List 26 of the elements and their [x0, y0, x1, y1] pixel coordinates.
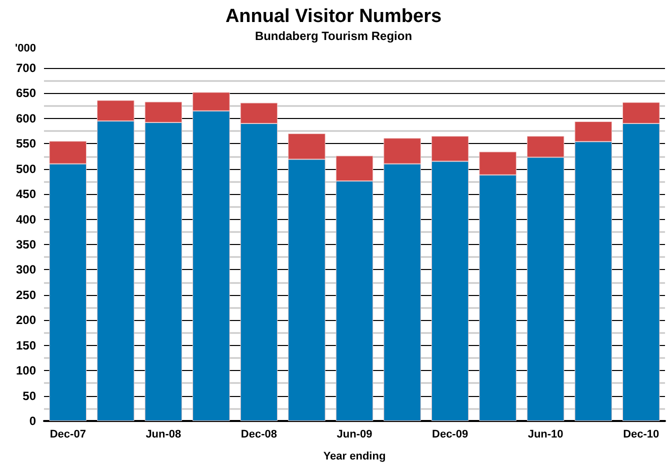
y-tick-label: 500: [16, 162, 36, 176]
y-tick-label: 700: [16, 61, 36, 75]
y-tick-label: 650: [16, 86, 36, 100]
y-tick-label: 550: [16, 136, 36, 151]
y-tick-label: 250: [16, 288, 36, 302]
y-tick-label: 100: [16, 364, 36, 378]
y-tick-label: 300: [16, 262, 36, 277]
y-tick-label: 50: [22, 388, 36, 403]
chart-subtitle: Bundaberg Tourism Region: [254, 29, 412, 43]
y-tick-label: 350: [16, 238, 36, 252]
x-tick-label: Dec-08: [240, 428, 277, 440]
x-tick-label: Jun-09: [336, 428, 372, 440]
x-axis-title: Year ending: [323, 450, 386, 462]
y-tick-label: 0: [29, 414, 36, 428]
y-tick-label: 150: [16, 338, 36, 352]
y-axis-title: '000: [15, 42, 36, 54]
y-tick-label: 400: [16, 212, 36, 226]
y-tick-label: 600: [16, 111, 36, 126]
x-tick-label: Dec-10: [623, 428, 660, 440]
x-tick-label: Dec-09: [432, 428, 468, 440]
y-tick-label: 450: [16, 187, 36, 202]
x-tick-label: Dec-07: [50, 428, 86, 440]
chart-title: Annual Visitor Numbers: [225, 6, 442, 27]
y-tick-label: 200: [16, 313, 36, 328]
x-tick-label: Jun-08: [146, 428, 182, 440]
x-tick-label: Jun-10: [528, 428, 564, 440]
